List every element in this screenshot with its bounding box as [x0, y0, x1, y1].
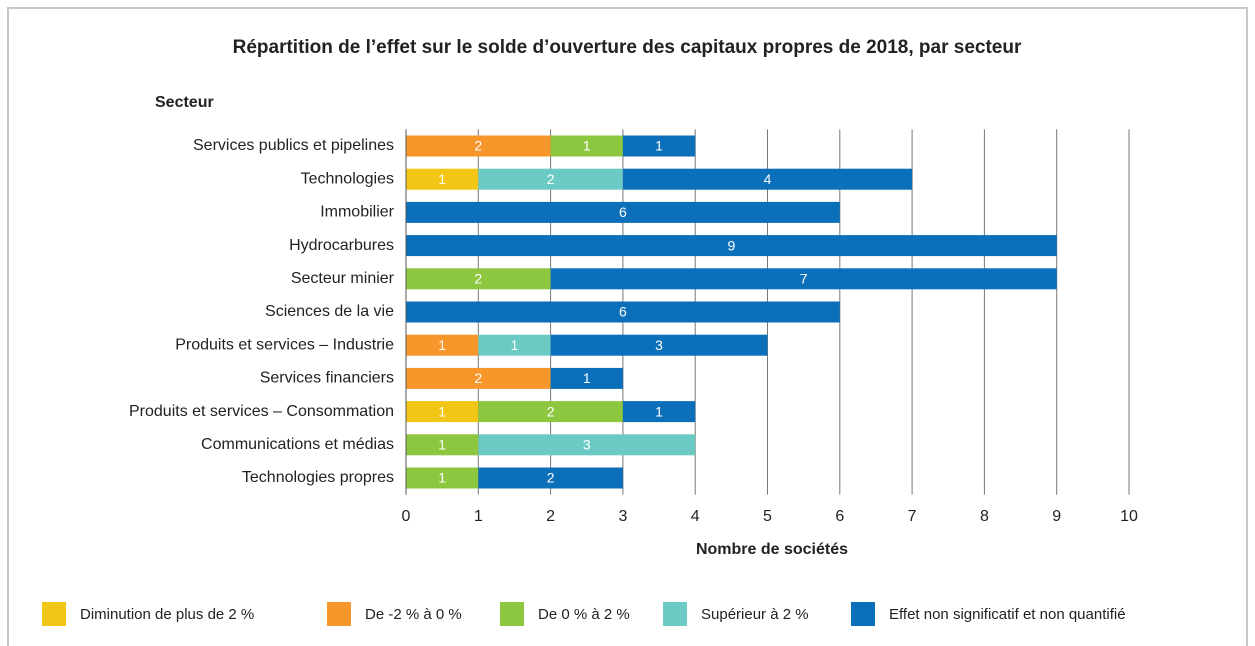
bar-segment [478, 434, 696, 456]
legend-swatch [327, 602, 351, 626]
x-tick-label: 1 [474, 508, 483, 525]
bar-segment [406, 367, 551, 389]
value-label: 6 [619, 204, 627, 220]
bar-segment [550, 367, 623, 389]
legend-swatch [663, 602, 687, 626]
bar-segment [478, 334, 551, 356]
value-label: 2 [474, 138, 482, 154]
y-tick-label: Communications et médias [201, 436, 394, 453]
x-tick-label: 0 [402, 508, 411, 525]
bar-segment [406, 401, 479, 423]
y-tick-label: Services publics et pipelines [193, 137, 394, 154]
legend-label: De -2 % à 0 % [365, 606, 462, 623]
y-tick-label: Technologies [301, 170, 394, 187]
bar-segment [478, 168, 623, 190]
x-tick-label: 10 [1120, 508, 1138, 525]
value-label: 7 [800, 271, 808, 287]
value-label: 2 [547, 470, 555, 486]
value-label: 1 [655, 403, 663, 419]
legend-label: De 0 % à 2 % [538, 606, 630, 623]
x-tick-label: 4 [691, 508, 700, 525]
bar-segment [478, 467, 623, 489]
bar-segment [550, 135, 623, 157]
value-label: 2 [547, 403, 555, 419]
x-tick-label: 6 [835, 508, 844, 525]
frame [7, 7, 1248, 646]
bar-segment [550, 268, 1057, 290]
bar-segment [406, 135, 551, 157]
value-label: 1 [438, 403, 446, 419]
bar-segment [622, 168, 913, 190]
legend-swatch [500, 602, 524, 626]
y-axis-label: Secteur [155, 94, 214, 111]
value-label: 9 [727, 237, 735, 253]
y-tick-label: Hydrocarbures [289, 237, 394, 254]
value-label: 1 [438, 337, 446, 353]
x-tick-label: 5 [763, 508, 772, 525]
value-label: 3 [583, 437, 591, 453]
y-tick-label: Produits et services – Consommation [129, 403, 394, 420]
y-tick-label: Secteur minier [291, 270, 395, 287]
value-label: 1 [655, 138, 663, 154]
bar-segment [406, 235, 1057, 257]
y-tick-label: Produits et services – Industrie [175, 336, 394, 353]
x-tick-label: 2 [546, 508, 555, 525]
value-label: 1 [438, 171, 446, 187]
x-tick-label: 7 [908, 508, 917, 525]
bar-segment [478, 401, 623, 423]
bar-segment [550, 334, 768, 356]
bar-segment [622, 135, 696, 157]
value-label: 2 [547, 171, 555, 187]
bar-segment [406, 467, 479, 489]
value-label: 2 [474, 370, 482, 386]
value-label: 4 [764, 171, 772, 187]
legend-label: Effet non significatif et non quantifié [889, 606, 1126, 623]
y-tick-label: Services financiers [260, 370, 394, 387]
value-label: 1 [438, 470, 446, 486]
bar-segment [406, 268, 551, 290]
bar-segment [622, 401, 696, 423]
x-tick-label: 8 [980, 508, 989, 525]
bar-segment [406, 201, 840, 223]
value-label: 1 [583, 370, 591, 386]
value-label: 2 [474, 271, 482, 287]
y-tick-label: Technologies propres [242, 469, 394, 486]
x-tick-label: 3 [618, 508, 627, 525]
y-tick-label: Sciences de la vie [265, 303, 394, 320]
y-tick-label: Immobilier [320, 204, 394, 221]
x-tick-label: 9 [1052, 508, 1061, 525]
legend-swatch [851, 602, 875, 626]
value-label: 3 [655, 337, 663, 353]
legend-label: Diminution de plus de 2 % [80, 606, 254, 623]
value-label: 6 [619, 304, 627, 320]
chart-title: Répartition de l’effet sur le solde d’ou… [233, 37, 1022, 58]
bar-segment [406, 434, 479, 456]
value-label: 1 [583, 138, 591, 154]
bar-segment [406, 334, 479, 356]
legend-label: Supérieur à 2 % [701, 606, 809, 623]
value-label: 1 [511, 337, 519, 353]
bar-segment [406, 168, 479, 190]
legend-swatch [42, 602, 66, 626]
x-axis-label: Nombre de sociétés [696, 541, 848, 558]
value-label: 1 [438, 437, 446, 453]
bar-segment [406, 301, 840, 323]
